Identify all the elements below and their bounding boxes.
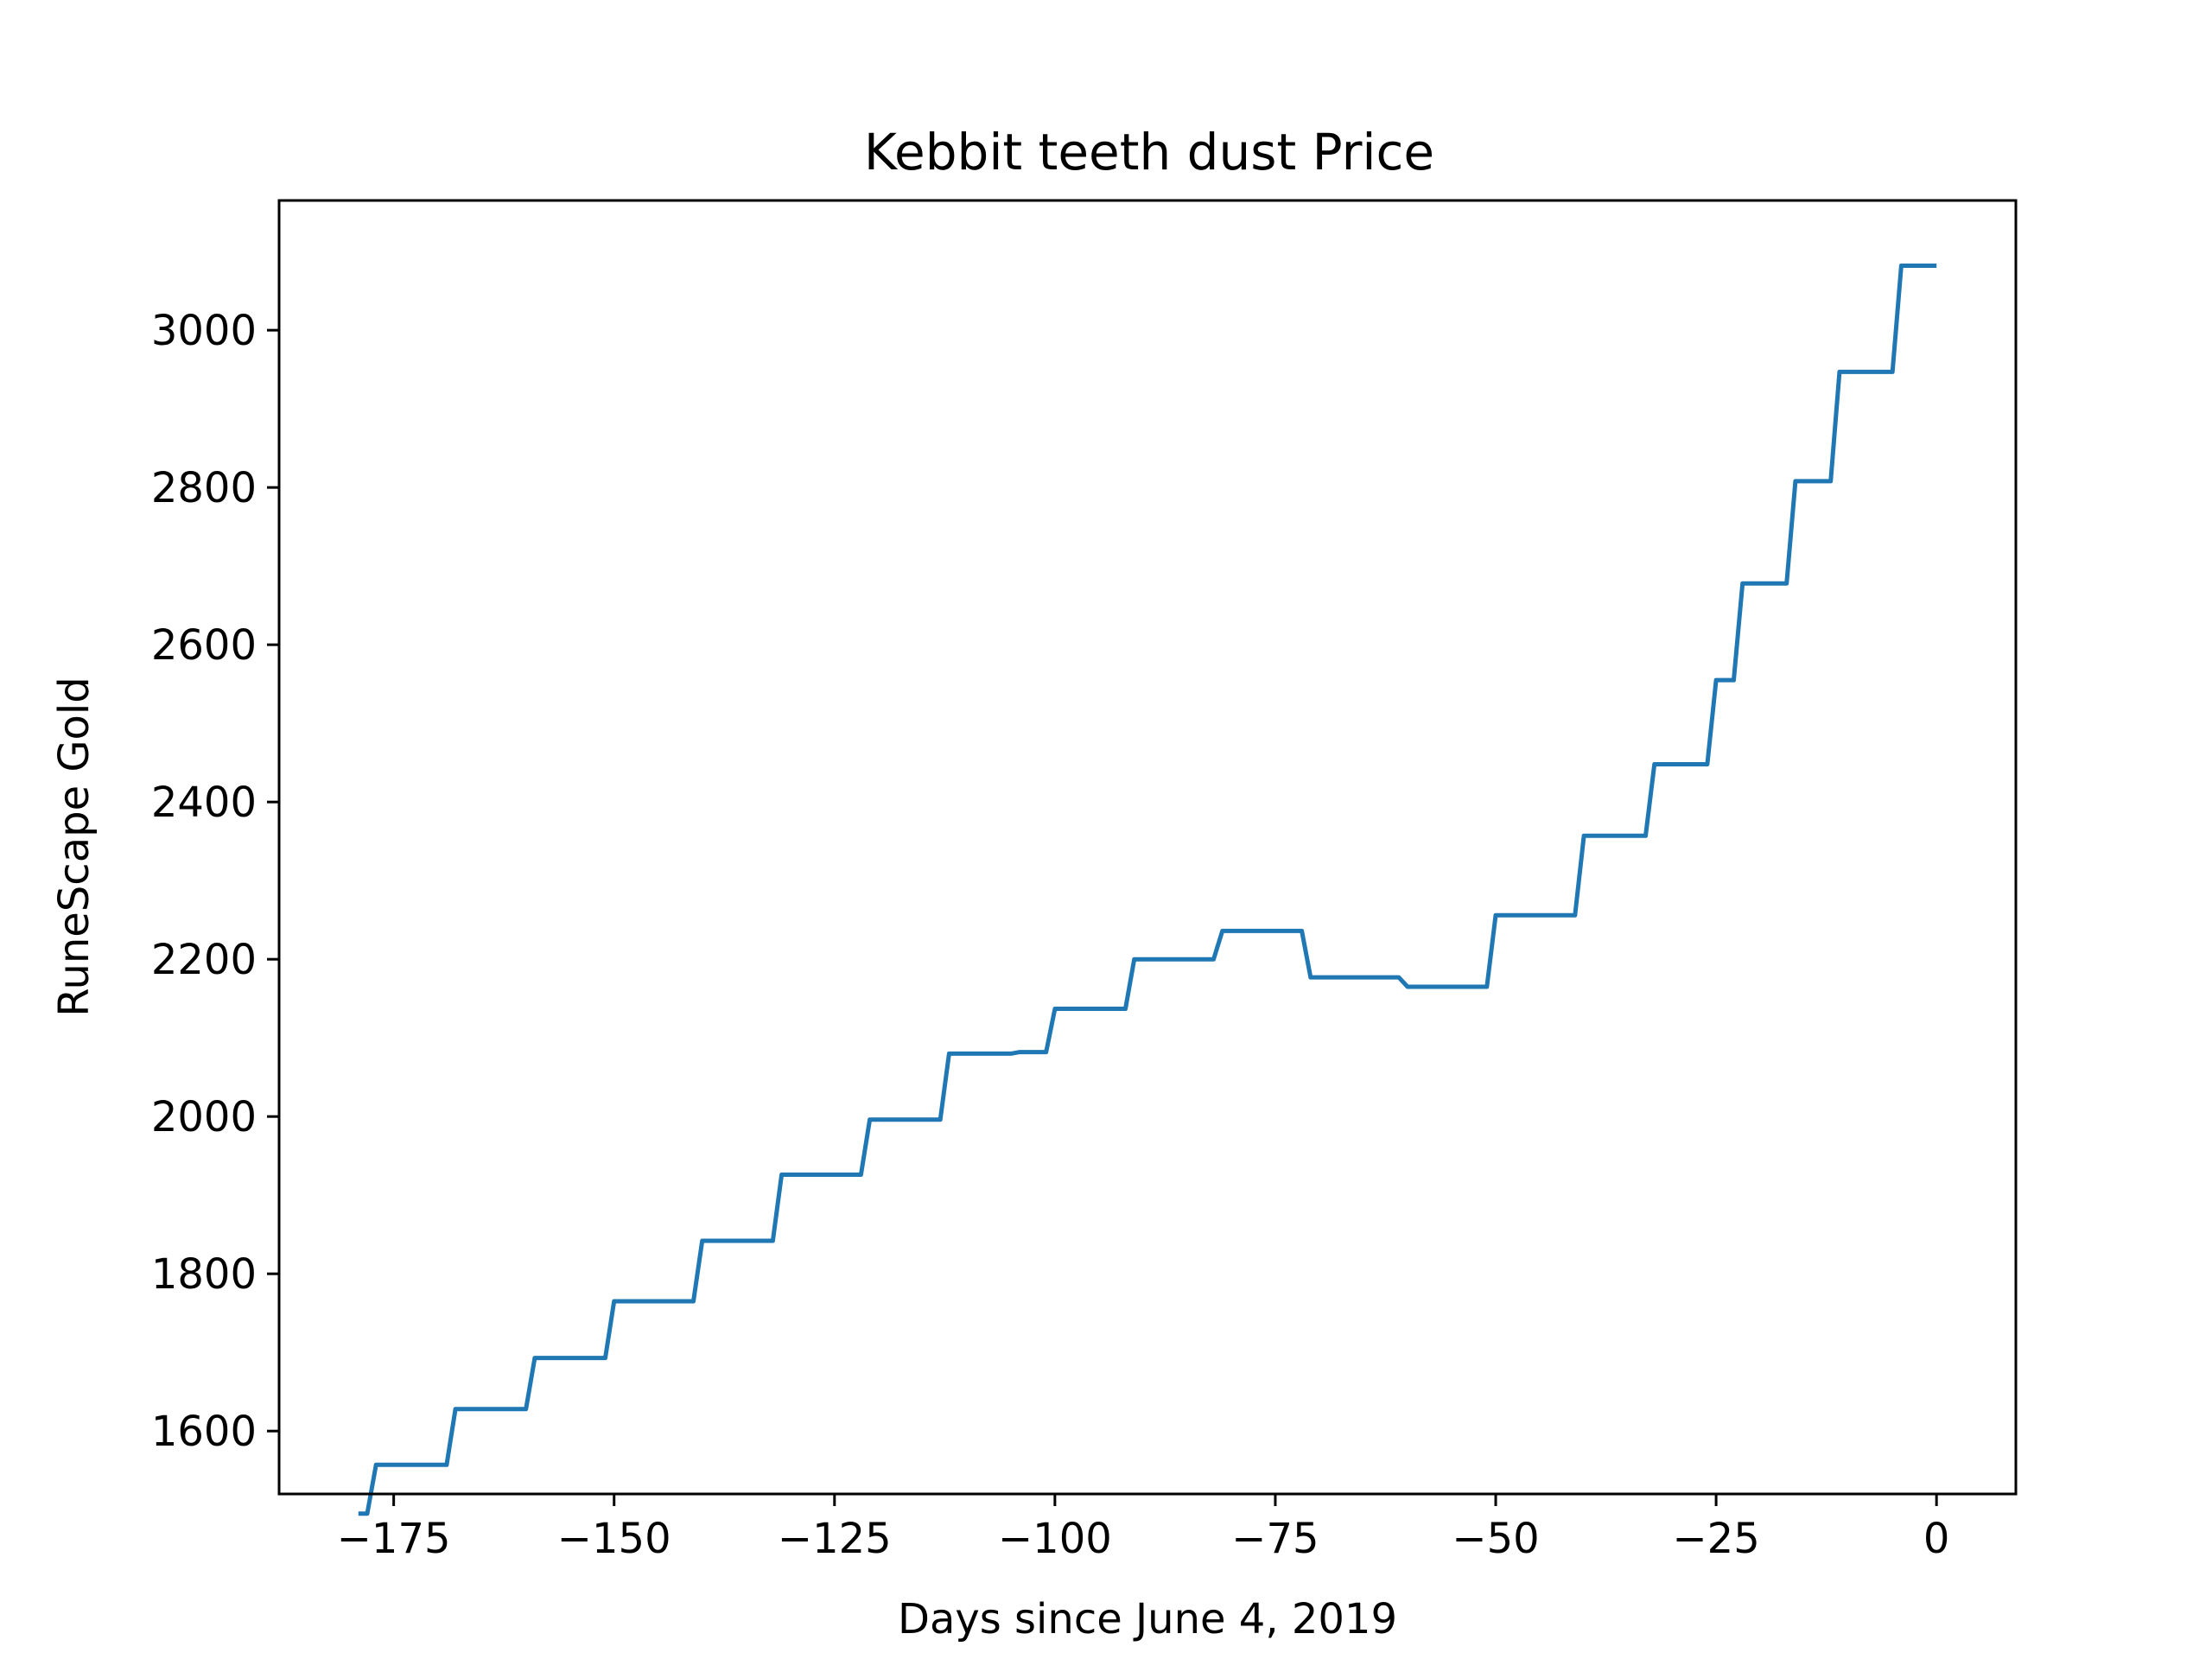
y-tick-label: 1600: [151, 1408, 257, 1456]
y-tick-label: 2600: [151, 621, 257, 670]
y-tick-label: 2400: [151, 779, 257, 827]
plot-layer: [358, 264, 1937, 1516]
y-tick-label: 2800: [151, 464, 257, 512]
y-axis-label: RuneScape Gold: [50, 677, 99, 1016]
axes-frame: [277, 199, 2018, 1496]
x-tick-label: −125: [778, 1515, 892, 1563]
y-tick-label: 2200: [151, 936, 257, 984]
x-tick-label: −100: [998, 1515, 1112, 1563]
x-tick-label: −75: [1231, 1515, 1319, 1563]
x-tick-label: −50: [1452, 1515, 1539, 1563]
series-line-0: [358, 264, 1937, 1516]
x-tick-label: −25: [1672, 1515, 1759, 1563]
y-axis-ticks: 1600 1800 2000 2200 2400 2600 2800 3000: [151, 307, 279, 1456]
y-tick-label: 1800: [151, 1250, 257, 1299]
x-axis-label: Days since June 4, 2019: [898, 1595, 1397, 1643]
y-tick-label: 3000: [151, 307, 257, 355]
x-tick-label: 0: [1923, 1515, 1950, 1563]
x-tick-label: −150: [557, 1515, 671, 1563]
chart-title: Kebbit teeth dust Price: [864, 123, 1434, 181]
y-tick-label: 2000: [151, 1093, 257, 1141]
x-tick-label: −175: [337, 1515, 451, 1563]
x-axis-ticks: −175 −150 −125 −100 −75 −50 −25 0: [337, 1494, 1950, 1563]
